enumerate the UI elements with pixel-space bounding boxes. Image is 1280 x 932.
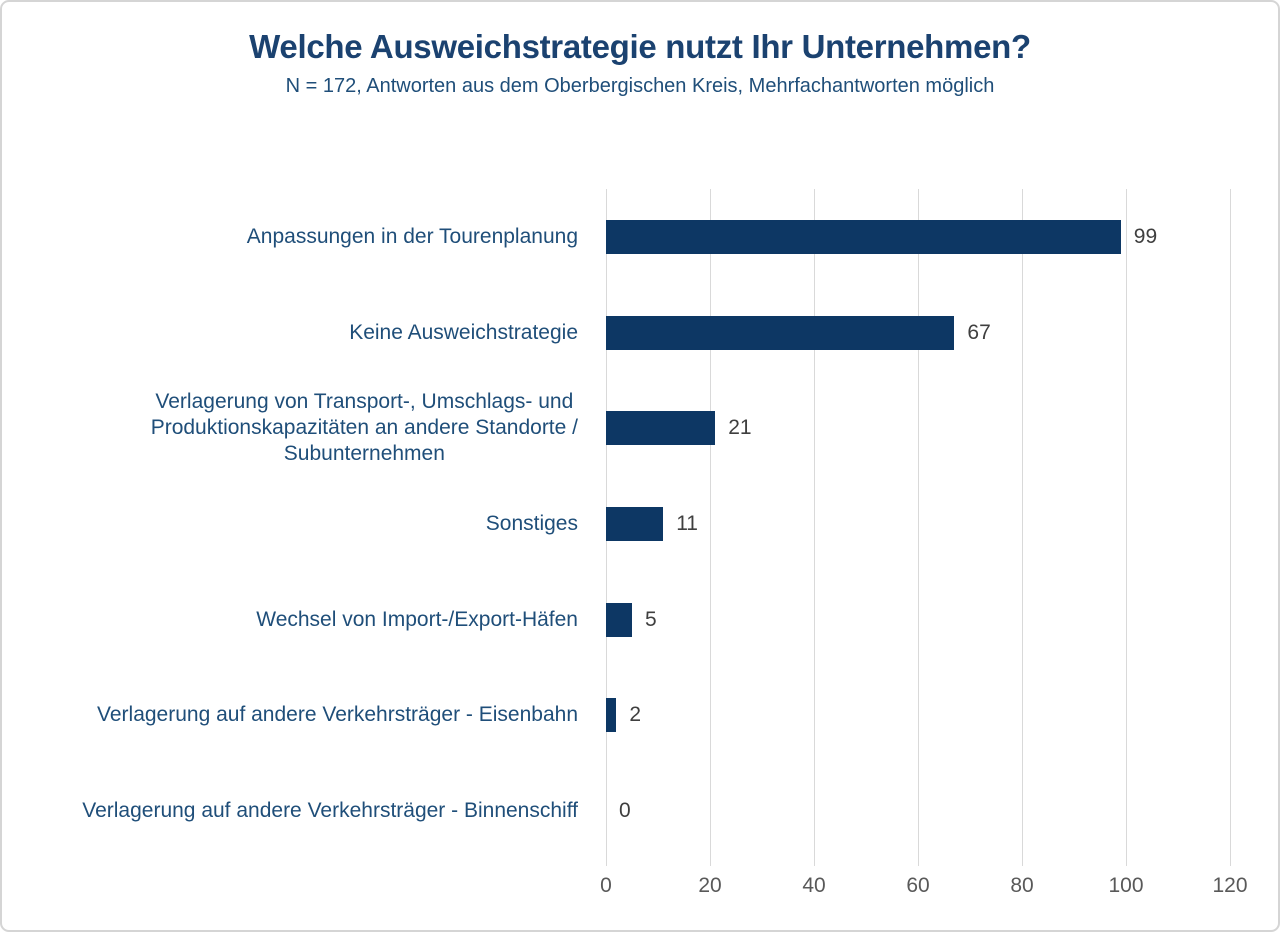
bar (606, 698, 617, 733)
category-label: Verlagerung von Transport-, Umschlags- u… (150, 390, 578, 466)
bar (606, 602, 632, 637)
chart-subtitle: N = 172, Antworten aus dem Oberbergische… (285, 75, 995, 97)
x-axis-tick-labels: 0 20 40 60 80 100 120 (600, 874, 1247, 902)
x-axis-tick-mark (1125, 859, 1127, 866)
x-axis-tick-mark (709, 859, 711, 866)
gridline (813, 189, 815, 859)
category-label-row: Sonstiges (2, 476, 592, 572)
bar (606, 315, 955, 350)
x-axis-tick-mark (605, 859, 607, 866)
value-label: 5 (645, 607, 657, 631)
x-axis-tick-label: 120 (1212, 874, 1248, 897)
category-label: Sonstiges (485, 512, 578, 535)
x-axis-tick-label: 80 (1010, 874, 1034, 897)
x-axis-tick-label: 100 (1108, 874, 1144, 897)
category-label: Keine Ausweichstrategie (349, 320, 578, 344)
category-label: Wechsel von Import-/Export-Häfen (256, 607, 578, 631)
value-label: 0 (619, 799, 631, 823)
x-axis-tick-label: 60 (906, 874, 930, 897)
bar (606, 411, 716, 446)
bar-row: 0 (606, 763, 1230, 859)
value-label: 2 (629, 703, 642, 727)
bar (606, 219, 1121, 254)
plot-area: 99 67 21 11 5 2 0 (605, 189, 1231, 859)
category-label: Verlagerung auf andere Verkehrsträger - … (97, 703, 578, 727)
bar-row: 5 (606, 572, 1230, 668)
category-label-row: Anpassungen in der Tourenplanung (2, 189, 592, 285)
value-label: 21 (728, 416, 752, 440)
x-axis-tick-label: 20 (698, 874, 722, 897)
x-axis-tick-mark (917, 859, 919, 866)
gridline (1021, 189, 1023, 859)
x-axis-tick-mark (1229, 859, 1231, 866)
chart-title: Welche Ausweichstrategie nutzt Ihr Unter… (249, 28, 1031, 65)
category-label: Anpassungen in der Tourenplanung (246, 224, 578, 248)
bars-group: 99 67 21 11 5 2 0 (606, 189, 1230, 859)
x-axis-tick-mark (813, 859, 815, 866)
value-label: 11 (676, 512, 698, 536)
bar (606, 507, 664, 542)
category-label-row: Wechsel von Import-/Export-Häfen (2, 572, 592, 668)
category-axis: Anpassungen in der Tourenplanung Keine Au… (2, 189, 592, 859)
bar-row: 11 (606, 476, 1230, 572)
x-axis-tick-label: 0 (600, 874, 612, 897)
gridline (1125, 189, 1127, 859)
x-axis-tickmarks (605, 859, 1231, 866)
gridline (1229, 189, 1231, 859)
bar-row: 99 (606, 189, 1230, 285)
chart-header: Welche Ausweichstrategie nutzt Ihr Unter… (2, 28, 1278, 98)
value-label: 67 (967, 320, 991, 344)
bar-row: 67 (606, 285, 1230, 381)
gridline (709, 189, 711, 859)
category-label-row: Verlagerung von Transport-, Umschlags- u… (2, 380, 592, 476)
x-axis-tick-label: 40 (802, 874, 826, 897)
category-label-row: Verlagerung auf andere Verkehrsträger - … (2, 668, 592, 764)
gridline (917, 189, 919, 859)
category-label-row: Keine Ausweichstrategie (2, 285, 592, 381)
value-label: 99 (1133, 224, 1158, 248)
category-label: Verlagerung auf andere Verkehrsträger - … (82, 799, 578, 823)
category-label-row: Verlagerung auf andere Verkehrsträger - … (2, 763, 592, 859)
x-axis-tick-mark (1021, 859, 1023, 866)
bar-row: 2 (606, 668, 1230, 764)
bar-row: 21 (606, 380, 1230, 476)
